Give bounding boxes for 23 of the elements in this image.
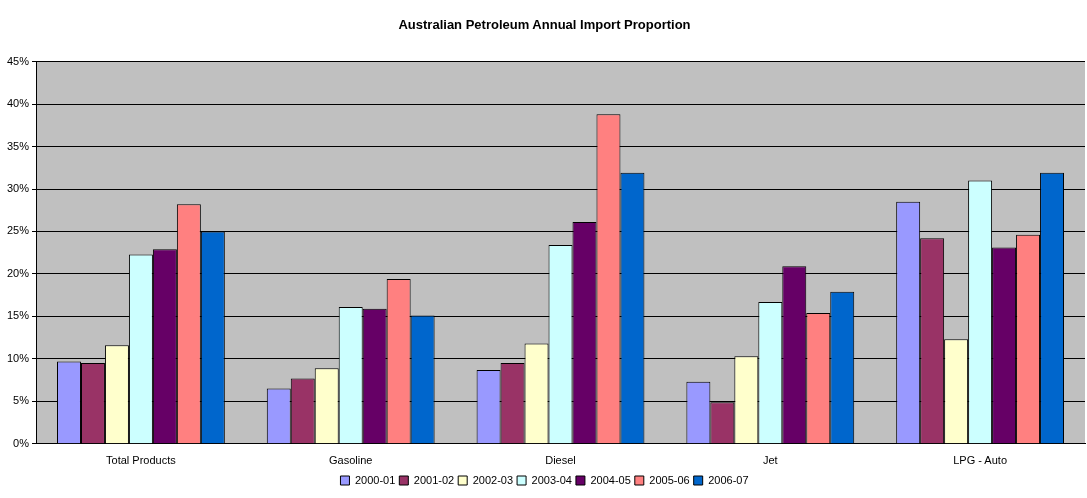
y-tick-label: 45%: [6, 54, 30, 67]
legend-label: 2002-03: [472, 473, 514, 486]
y-tick-label: 40%: [6, 97, 30, 110]
x-tick-label: Gasoline: [329, 454, 373, 467]
legend-label: 2000-01: [354, 473, 396, 486]
y-tick-label: 20%: [6, 266, 30, 279]
x-tick-label: LPG - Auto: [953, 454, 1008, 467]
legend-label: 2006-07: [708, 473, 749, 486]
legend-label: 2001-02: [413, 473, 455, 486]
chart-title: Australian Petroleum Annual Import Proportion: [398, 17, 691, 33]
x-tick-label: Total Products: [106, 454, 177, 467]
y-tick-label: 5%: [13, 394, 30, 407]
y-tick-label: 25%: [6, 224, 30, 237]
legend-label: 2005-06: [649, 473, 690, 486]
legend-label: 2004-05: [590, 473, 631, 486]
x-tick-label: Jet: [762, 454, 778, 467]
legend-label: 2003-04: [531, 473, 572, 486]
y-tick-label: 0%: [13, 436, 30, 449]
y-tick-label: 35%: [6, 139, 30, 152]
x-tick-label: Diesel: [545, 454, 576, 467]
y-tick-label: 30%: [6, 182, 30, 195]
y-tick-label: 15%: [6, 309, 30, 322]
y-tick-label: 10%: [6, 351, 30, 364]
